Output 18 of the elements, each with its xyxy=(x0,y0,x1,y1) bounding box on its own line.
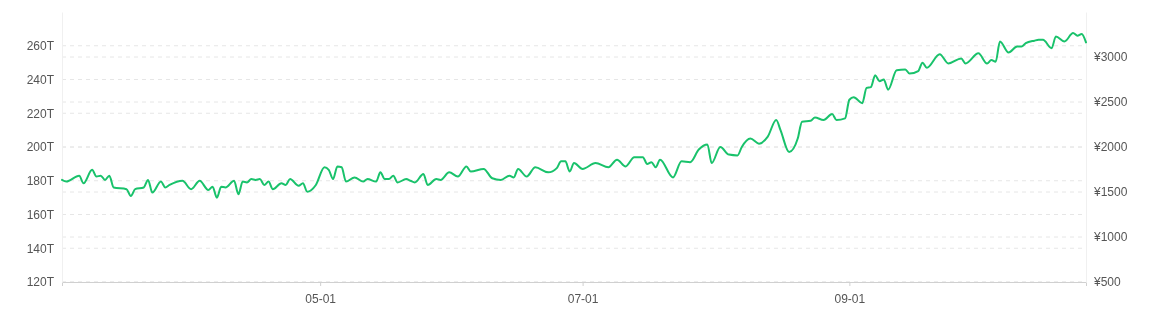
y-tick-label: 220T xyxy=(26,106,55,121)
y-tick-label: 120T xyxy=(26,275,55,290)
y-tick-label: 140T xyxy=(26,241,55,256)
y2-tick-label: ¥3000 xyxy=(1093,50,1128,65)
y2-tick-label: ¥2000 xyxy=(1093,140,1128,155)
line-series xyxy=(61,32,1087,199)
y2-tick-label: ¥500 xyxy=(1093,275,1122,290)
y2-tick-label: ¥2500 xyxy=(1093,95,1128,110)
x-tick-label: 09-01 xyxy=(834,291,866,306)
y-tick-label: 180T xyxy=(26,174,55,189)
y-tick-label: 240T xyxy=(26,72,55,87)
y2-tick-label: ¥1500 xyxy=(1093,185,1128,200)
x-tick-label: 05-01 xyxy=(305,291,337,306)
x-tick-label: 07-01 xyxy=(567,291,599,306)
y-tick-label: 160T xyxy=(26,207,55,222)
y-tick-label: 260T xyxy=(26,39,55,54)
y-tick-label: 200T xyxy=(26,140,55,155)
y2-tick-label: ¥1000 xyxy=(1093,230,1128,245)
